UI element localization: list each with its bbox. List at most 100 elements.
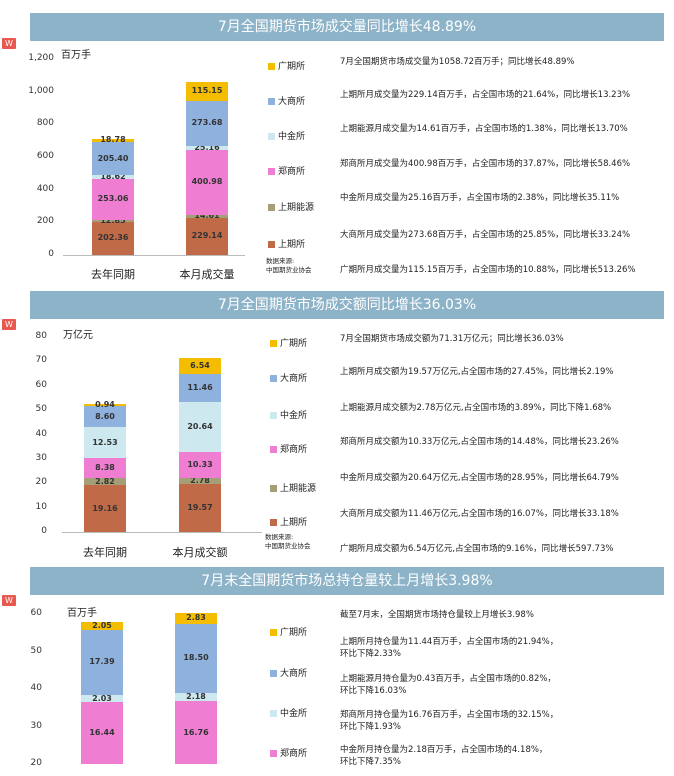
summary-note: 中金所月持仓量为2.18百万手，占全国市场的4.18%， 环比下降7.35% <box>340 745 548 767</box>
bar-segment <box>186 82 228 101</box>
chart2-title: 7月全国期货市场成交额同比增长36.03% <box>217 297 477 313</box>
bar-segment <box>175 692 217 702</box>
legend-item: 上期能源 <box>270 481 316 494</box>
legend-label: 上期能源 <box>278 203 315 213</box>
legend-label: 中金所 <box>278 132 306 142</box>
summary-note: 郑商所月持仓量为16.76百万手，占全国市场的32.15%， 环比下降1.93% <box>340 710 559 732</box>
summary-note: 大商所月成交量为273.68百万手，占全国市场的25.85%，同比增长33.24… <box>340 230 631 240</box>
legend-item: 大商所 <box>268 94 305 107</box>
bar-segment <box>175 612 217 624</box>
data-label: 2.83 <box>186 613 206 623</box>
bar-segment <box>84 406 126 428</box>
chart1-unit: 百万手 <box>61 50 91 61</box>
legend-swatch <box>268 98 275 105</box>
bar-segment <box>175 701 217 764</box>
legend-swatch <box>270 375 277 382</box>
legend-label: 大商所 <box>278 97 306 107</box>
chart3-unit: 百万手 <box>67 608 97 619</box>
bar-segment <box>92 178 134 220</box>
data-label: 273.68 <box>191 118 223 128</box>
data-label: 16.44 <box>89 728 115 738</box>
legend-swatch <box>268 63 275 70</box>
data-label: 18.50 <box>183 653 209 663</box>
bar-segment <box>186 215 228 218</box>
category-label: 本月成交量 <box>179 268 235 281</box>
legend-swatch <box>270 629 277 636</box>
summary-note: 截至7月末，全国期货市场持仓量较上月增长3.98% <box>340 610 534 620</box>
legend-swatch <box>270 485 277 492</box>
chart1-title: 7月全国期货市场成交量同比增长48.89% <box>217 19 477 35</box>
summary-note: 上期所月成交量为229.14百万手，占全国市场的21.64%，同比增长13.23… <box>340 90 631 100</box>
summary-note: 大商所月成交额为11.46万亿元,占全国市场的16.07%，同比增长33.18% <box>340 509 619 519</box>
bar-segment <box>92 175 134 179</box>
bar-segment <box>179 358 221 375</box>
bar-segment <box>92 219 134 222</box>
legend-label: 广期所 <box>278 62 306 72</box>
legend-swatch <box>270 670 277 677</box>
bar-segment <box>84 485 126 532</box>
y-tick-label: 1,200 <box>28 53 54 63</box>
x-axis-line <box>63 255 245 256</box>
category-label: 去年同期 <box>91 268 135 281</box>
bar-segment <box>186 149 228 216</box>
legend-swatch <box>270 340 277 347</box>
data-label: 17.39 <box>89 657 115 667</box>
legend-label: 大商所 <box>280 669 308 679</box>
chart3-title: 7月末全国期货市场总持仓量较上月增长3.98% <box>201 573 493 589</box>
data-label: 8.60 <box>95 411 115 421</box>
data-label: 253.06 <box>97 194 129 204</box>
legend-label: 郑商所 <box>280 749 308 759</box>
y-tick-label: 0 <box>41 526 47 536</box>
y-tick-label: 60 <box>35 379 47 390</box>
summary-note: 上期能源月持仓量为0.43百万手，占全国市场的0.82%， 环比下降16.03% <box>340 674 556 696</box>
chart1-title-banner: 7月全国期货市场成交量同比增长48.89% <box>30 13 664 41</box>
category-label: 去年同期 <box>83 546 127 559</box>
summary-note: 上期能源月成交额为2.78万亿元,占全国市场的3.89%，同比下降1.68% <box>340 403 612 413</box>
bar-segment <box>175 623 217 693</box>
y-tick-label: 40 <box>35 428 47 439</box>
y-tick-label: 60 <box>30 608 42 618</box>
bar-segment <box>81 694 123 703</box>
summary-note: 上期所月成交额为19.57万亿元,占全国市场的27.45%，同比增长2.19% <box>340 367 614 377</box>
legend-item: 郑商所 <box>268 164 305 177</box>
marker-icon: W <box>2 38 16 49</box>
legend-swatch <box>268 168 275 175</box>
bar-segment <box>179 452 221 478</box>
data-label: 14.61 <box>194 211 220 221</box>
legend-swatch <box>270 519 277 526</box>
y-tick-label: 200 <box>36 216 54 227</box>
y-tick-label: 40 <box>30 683 42 693</box>
data-label: 18.62 <box>100 171 126 181</box>
bar-segment <box>92 138 134 142</box>
summary-note: 7月全国期货市场成交额为71.31万亿元；同比增长36.03% <box>340 334 564 344</box>
summary-note: 郑商所月成交量为400.98百万手，占全国市场的37.87%，同比增长58.46… <box>340 159 631 169</box>
legend-swatch <box>268 204 275 211</box>
y-tick-label: 800 <box>36 118 54 129</box>
y-tick-label: 400 <box>36 183 54 194</box>
bar-segment <box>179 374 221 403</box>
legend-item: 上期所 <box>270 515 307 528</box>
data-label: 8.38 <box>95 463 115 473</box>
data-label: 16.76 <box>183 727 209 737</box>
legend-item: 中金所 <box>268 129 305 142</box>
legend-swatch <box>270 750 277 757</box>
summary-note: 广期所月成交额为6.54万亿元,占全国市场的9.16%，同比增长597.73% <box>340 544 614 554</box>
data-label: 10.33 <box>187 459 213 469</box>
source-label: 数据来源: <box>266 257 295 265</box>
y-tick-label: 1,000 <box>28 85 54 96</box>
y-tick-label: 600 <box>36 151 54 161</box>
summary-note: 中金所月成交量为25.16百万手，占全国市场的2.38%，同比增长35.11% <box>340 193 620 203</box>
chart2-title-banner: 7月全国期货市场成交额同比增长36.03% <box>30 291 664 319</box>
legend-label: 广期所 <box>280 628 308 638</box>
source-name: 中国期货业协会 <box>265 542 311 550</box>
y-tick-label: 80 <box>35 331 47 341</box>
legend-item: 广期所 <box>268 59 305 72</box>
x-axis-line <box>62 532 262 533</box>
bar-segment <box>81 621 123 630</box>
legend-label: 上期所 <box>278 240 306 250</box>
summary-note: 广期所月成交量为115.15百万手，占全国市场的10.88%，同比增长513.2… <box>340 265 636 275</box>
bar-segment <box>186 145 228 150</box>
legend-item: 广期所 <box>270 625 307 638</box>
legend-label: 郑商所 <box>280 445 308 455</box>
legend-item: 大商所 <box>270 666 307 679</box>
